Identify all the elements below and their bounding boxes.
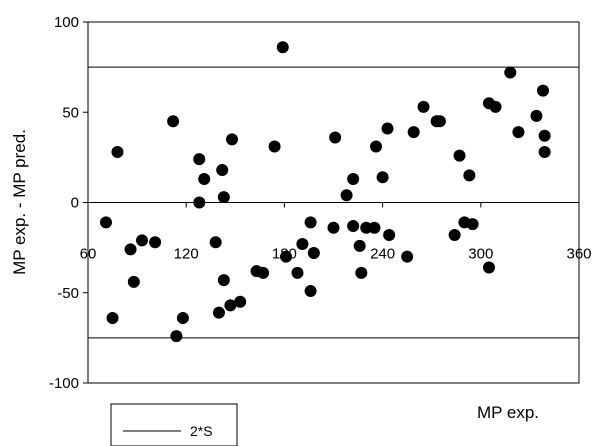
- data-point: [536, 84, 549, 97]
- data-points: [100, 41, 551, 343]
- data-point: [466, 218, 479, 231]
- y-tick-label: 50: [62, 104, 79, 121]
- data-point: [383, 228, 396, 241]
- x-tick-label: 360: [566, 246, 591, 263]
- y-tick-label: -50: [57, 285, 79, 302]
- data-point: [106, 312, 119, 325]
- x-tick-label: 120: [174, 246, 199, 263]
- data-point: [234, 295, 247, 308]
- data-point: [370, 140, 383, 153]
- data-point: [347, 173, 360, 186]
- data-point: [329, 131, 342, 144]
- data-point: [226, 133, 239, 146]
- data-point: [453, 149, 466, 162]
- data-point: [433, 115, 446, 128]
- data-point: [124, 243, 137, 256]
- data-point: [401, 250, 414, 263]
- x-tick-label: 240: [370, 246, 395, 263]
- data-point: [224, 299, 237, 312]
- x-tick-label: 300: [468, 246, 493, 263]
- data-point: [327, 221, 340, 234]
- data-point: [149, 236, 162, 249]
- data-point: [170, 330, 183, 343]
- data-point: [217, 274, 230, 287]
- y-axis-title: MP exp. - MP pred.: [10, 129, 29, 275]
- x-tick-label: 60: [80, 246, 97, 263]
- y-tick-labels: 100 50 0 -50 -100: [49, 14, 88, 392]
- y-tick-label: -100: [49, 375, 79, 392]
- data-point: [193, 153, 206, 166]
- data-point: [530, 109, 543, 122]
- data-point: [304, 284, 317, 297]
- y-tick-label: 100: [54, 14, 79, 31]
- data-point: [368, 221, 381, 234]
- data-point: [347, 219, 360, 232]
- data-point: [407, 126, 420, 139]
- legend-label: 2*S: [190, 423, 213, 439]
- y-tick-label: 0: [71, 195, 79, 212]
- data-point: [100, 216, 113, 229]
- data-point: [296, 238, 309, 251]
- data-point: [216, 164, 229, 177]
- data-point: [353, 239, 366, 252]
- data-point: [463, 169, 476, 182]
- data-point: [127, 275, 140, 288]
- data-point: [209, 236, 222, 249]
- data-point: [417, 100, 430, 113]
- data-point: [276, 41, 289, 54]
- legend: 2*S: [110, 403, 238, 446]
- data-point: [167, 115, 180, 128]
- data-point: [538, 129, 551, 142]
- data-point: [381, 122, 394, 135]
- data-point: [280, 250, 293, 263]
- data-point: [176, 312, 189, 325]
- data-point: [111, 145, 124, 158]
- data-point: [489, 100, 502, 113]
- data-point: [257, 266, 270, 279]
- data-point: [512, 126, 525, 139]
- data-point: [212, 306, 225, 319]
- x-axis-title: MP exp.: [477, 403, 539, 422]
- reference-lines: [88, 66, 579, 339]
- data-point: [198, 173, 211, 186]
- data-point: [136, 234, 149, 247]
- data-point: [217, 191, 230, 204]
- data-point: [307, 247, 320, 260]
- data-point: [504, 66, 517, 79]
- data-point: [376, 171, 389, 184]
- data-point: [340, 189, 353, 202]
- data-point: [291, 266, 304, 279]
- data-point: [482, 261, 495, 274]
- x-tick-labels: 60120180240300360: [80, 202, 592, 263]
- data-point: [538, 145, 551, 158]
- data-point: [448, 228, 461, 241]
- legend-box: [110, 403, 238, 446]
- data-point: [268, 140, 281, 153]
- data-point: [193, 196, 206, 209]
- data-point: [304, 216, 317, 229]
- data-point: [355, 266, 368, 279]
